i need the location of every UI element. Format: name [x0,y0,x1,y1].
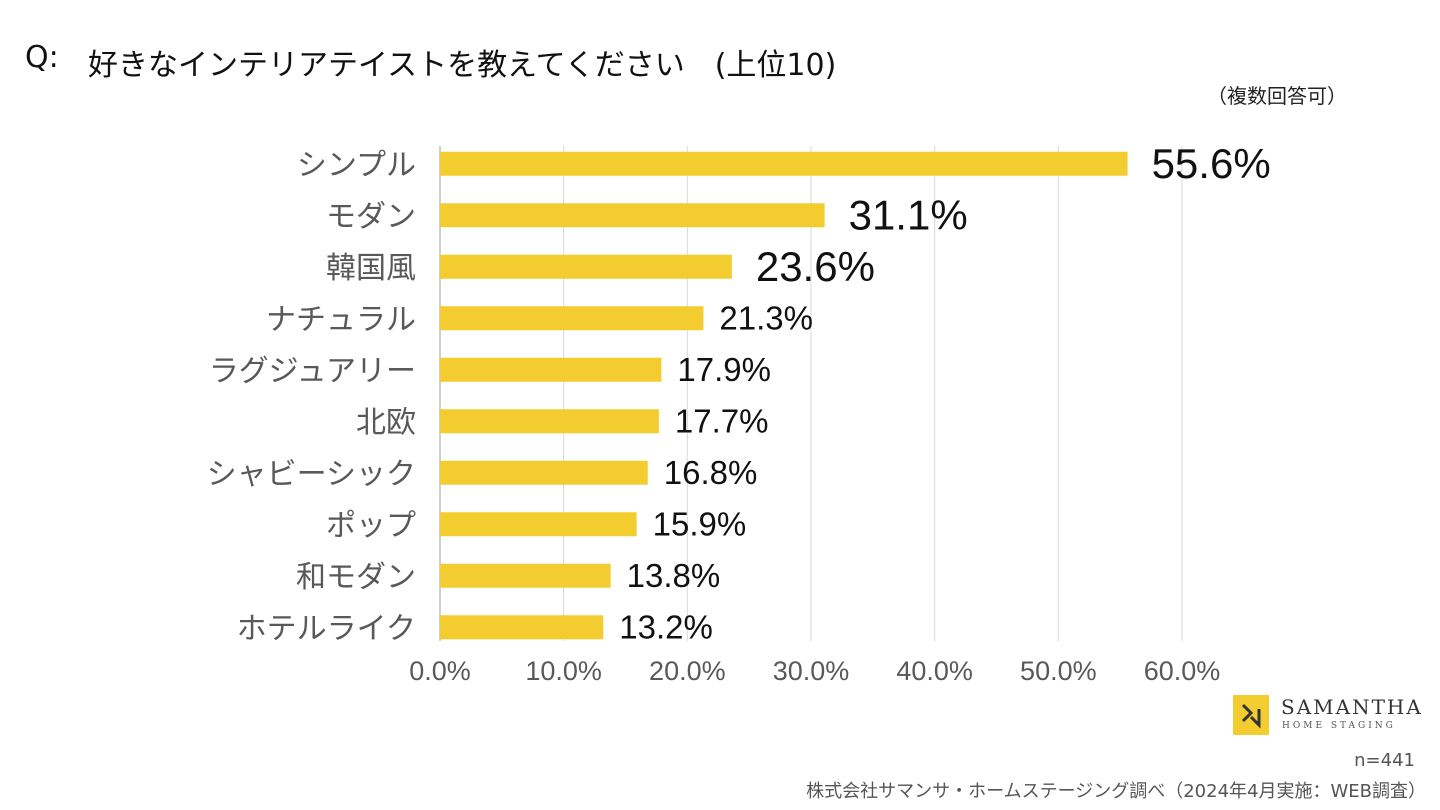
x-tick-label: 10.0% [525,656,602,686]
bar [440,563,611,588]
logo-name: SAMANTHA [1281,695,1423,719]
chart-title: 好きなインテリアテイストを教えてください (上位10) [88,48,837,83]
category-label: ポップ [326,508,416,543]
data-label: 15.9% [653,505,747,542]
data-label: 21.3% [719,299,813,336]
data-label: 13.8% [627,557,721,594]
question-label: Q: [25,40,59,75]
bar [440,151,1128,176]
bar [440,409,659,434]
data-label: 31.1% [849,191,968,238]
category-label: 和モダン [296,560,416,595]
category-label: ナチュラル [266,302,416,337]
data-label: 17.9% [677,351,771,388]
x-tick-label: 20.0% [649,656,726,686]
bar [440,203,825,228]
bar [440,460,648,485]
data-label: 23.6% [756,243,875,290]
x-tick-label: 30.0% [773,656,850,686]
data-label: 16.8% [664,454,758,491]
category-label: 韓国風 [326,251,416,286]
source-note: 株式会社サマンサ・ホームステージング調べ（2024年4月実施：WEB調査） [806,781,1426,802]
bar [440,254,732,279]
bar [440,306,704,331]
bar-chart: 0.0% 10.0% 20.0% 30.0% 40.0% 50.0% 60.0% シンプル 55… [207,140,1271,686]
logo-mark-icon [1233,695,1269,735]
category-label: ラグジュアリー [209,354,416,389]
sample-size: n=441 [1354,750,1415,771]
data-label: 13.2% [619,608,713,645]
x-tick-label: 60.0% [1144,656,1221,686]
category-label: ホテルライク [237,611,416,646]
bar [440,512,637,537]
category-label: シンプル [297,148,416,183]
bar [440,357,662,382]
data-label: 55.6% [1152,140,1271,187]
category-label: シャビーシック [207,457,416,492]
samantha-logo: SAMANTHA HOME STAGING [1233,695,1433,737]
chart-subtitle: （複数回答可） [1207,84,1347,108]
x-tick-label: 40.0% [896,656,973,686]
x-tick-label: 50.0% [1020,656,1097,686]
x-tick-label: 0.0% [409,656,471,686]
logo-subtitle: HOME STAGING [1282,721,1396,731]
bar [440,615,604,640]
data-label: 17.7% [675,402,769,439]
category-label: 北欧 [356,405,416,440]
category-label: モダン [326,199,416,234]
